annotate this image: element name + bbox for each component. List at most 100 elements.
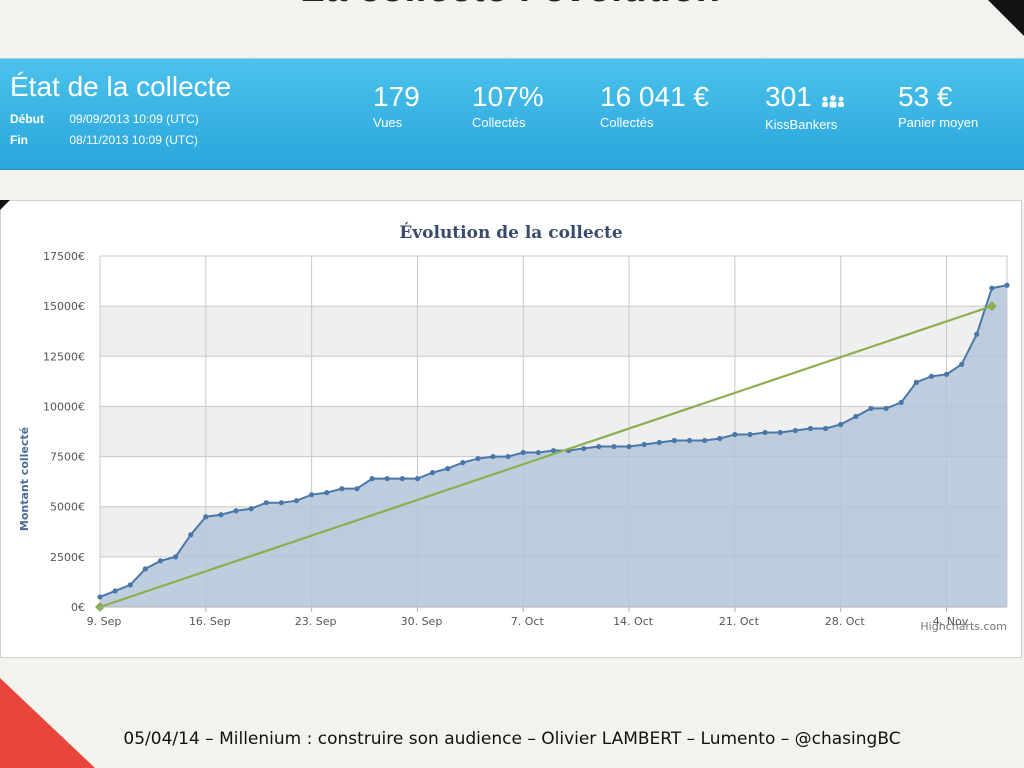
stat-percent-value: 107% xyxy=(472,81,544,112)
y-tick-label: 0€ xyxy=(71,601,85,614)
data-point xyxy=(671,437,678,444)
data-point xyxy=(868,405,874,412)
data-point xyxy=(248,506,254,512)
data-point xyxy=(263,500,269,506)
people-icon xyxy=(820,83,846,115)
data-point xyxy=(278,500,284,506)
data-point xyxy=(883,405,889,412)
plot-band xyxy=(100,256,1007,307)
data-point xyxy=(414,476,421,482)
data-point xyxy=(747,431,753,438)
data-point xyxy=(853,413,859,420)
data-point xyxy=(369,476,375,482)
stat-backers-row: 301 xyxy=(765,81,846,115)
chart-title: Évolution de la collecte xyxy=(399,222,623,243)
stat-amount-value: 16 041 € xyxy=(600,81,709,112)
data-point xyxy=(188,532,194,538)
slide-footer: 05/04/14 – Millenium : construire son au… xyxy=(123,729,901,749)
data-point xyxy=(324,490,330,496)
data-point xyxy=(838,421,844,428)
data-point xyxy=(460,459,466,466)
data-point xyxy=(777,429,783,436)
start-date-value: 09/09/2013 10:09 (UTC) xyxy=(69,112,199,126)
stat-amount-collected: 16 041 € Collectés xyxy=(600,81,709,130)
target-line xyxy=(99,305,993,609)
plot-band xyxy=(100,356,1007,407)
data-point xyxy=(807,425,814,432)
chart: Évolution de la collecte 0€ 2500€ 5000€ 750… xyxy=(18,222,1010,633)
data-point xyxy=(717,435,723,442)
start-date-label: Début xyxy=(10,112,44,126)
y-tick-label: 17500€ xyxy=(43,250,85,263)
data-point xyxy=(686,437,693,444)
stat-average-caption: Panier moyen xyxy=(898,115,979,130)
y-tick-label: 5000€ xyxy=(50,501,85,514)
end-date-row: Fin 08/11/2013 10:09 (UTC) xyxy=(10,133,198,147)
data-point xyxy=(611,443,617,450)
data-point xyxy=(112,588,118,594)
data-point xyxy=(172,554,179,560)
stats-title: État de la collecte xyxy=(10,71,232,102)
data-point xyxy=(974,331,980,337)
stat-views-caption: Vues xyxy=(373,115,403,130)
data-point xyxy=(1004,282,1010,288)
data-point xyxy=(656,439,662,446)
start-date-row: Début 09/09/2013 10:09 (UTC) xyxy=(10,112,199,126)
y-tick-label: 15000€ xyxy=(43,300,85,313)
stat-views: 179 Vues xyxy=(373,81,420,130)
data-point xyxy=(596,443,602,450)
stat-percent-collected: 107% Collectés xyxy=(472,81,544,130)
x-axis-ticks: 9. Sep 16. Sep 23. Sep 30. Sep 7. Oct 14. Oct… xyxy=(87,606,1007,628)
data-point xyxy=(762,429,768,436)
data-point xyxy=(943,371,950,377)
corner-decoration-bottom xyxy=(0,678,95,768)
chart-credit: Highcharts.com xyxy=(920,620,1007,633)
stat-average-value: 53 € xyxy=(898,81,953,112)
end-date-label: Fin xyxy=(10,133,28,147)
y-tick-label: 10000€ xyxy=(43,400,85,413)
target-point xyxy=(986,301,997,312)
x-tick-label: 4. Nov xyxy=(933,615,969,628)
data-point xyxy=(309,492,315,498)
data-point xyxy=(641,441,647,448)
data-point xyxy=(233,508,239,514)
data-point xyxy=(354,486,360,492)
stat-percent-caption: Collectés xyxy=(472,115,526,130)
stat-backers: 301 KissBankers xyxy=(765,81,846,132)
data-point xyxy=(97,594,103,600)
x-tick-label: 23. Sep xyxy=(295,615,337,628)
y-axis-ticks: 0€ 2500€ 5000€ 7500€ 10000€ 12500€ 15000€ 17500… xyxy=(43,250,85,614)
end-date-value: 08/11/2013 10:09 (UTC) xyxy=(69,133,198,147)
data-point xyxy=(520,449,526,456)
x-tick-label: 28. Oct xyxy=(825,615,866,628)
data-point xyxy=(550,447,557,454)
y-axis-label: Montant collecté xyxy=(18,427,31,531)
stat-backers-caption: KissBankers xyxy=(765,116,838,132)
x-tick-label: 21. Oct xyxy=(719,615,760,628)
stat-backers-value: 301 xyxy=(765,81,812,112)
stat-views-value: 179 xyxy=(373,81,420,112)
x-tick-label: 9. Sep xyxy=(87,615,122,628)
chart-container: Évolution de la collecte 0€ 2500€ 5000€ 750… xyxy=(0,200,1022,658)
data-point xyxy=(339,486,345,492)
data-point xyxy=(218,512,224,518)
data-point xyxy=(989,285,995,291)
x-tick-label: 14. Oct xyxy=(613,615,654,628)
data-point xyxy=(384,476,390,482)
area-fill xyxy=(100,285,1007,607)
y-tick-label: 12500€ xyxy=(43,350,85,363)
x-tick-label: 16. Sep xyxy=(189,615,231,628)
series-target-line xyxy=(95,301,997,612)
plot-band xyxy=(100,306,1007,357)
stat-amount-caption: Collectés xyxy=(600,115,654,130)
data-point xyxy=(702,437,708,444)
data-point xyxy=(142,566,148,572)
data-point xyxy=(626,443,632,450)
data-point xyxy=(429,470,436,476)
y-tick-label: 7500€ xyxy=(50,451,85,464)
data-point xyxy=(399,476,405,482)
data-point xyxy=(898,399,904,406)
data-point xyxy=(203,514,209,520)
data-point xyxy=(792,427,798,434)
data-point xyxy=(959,361,965,367)
